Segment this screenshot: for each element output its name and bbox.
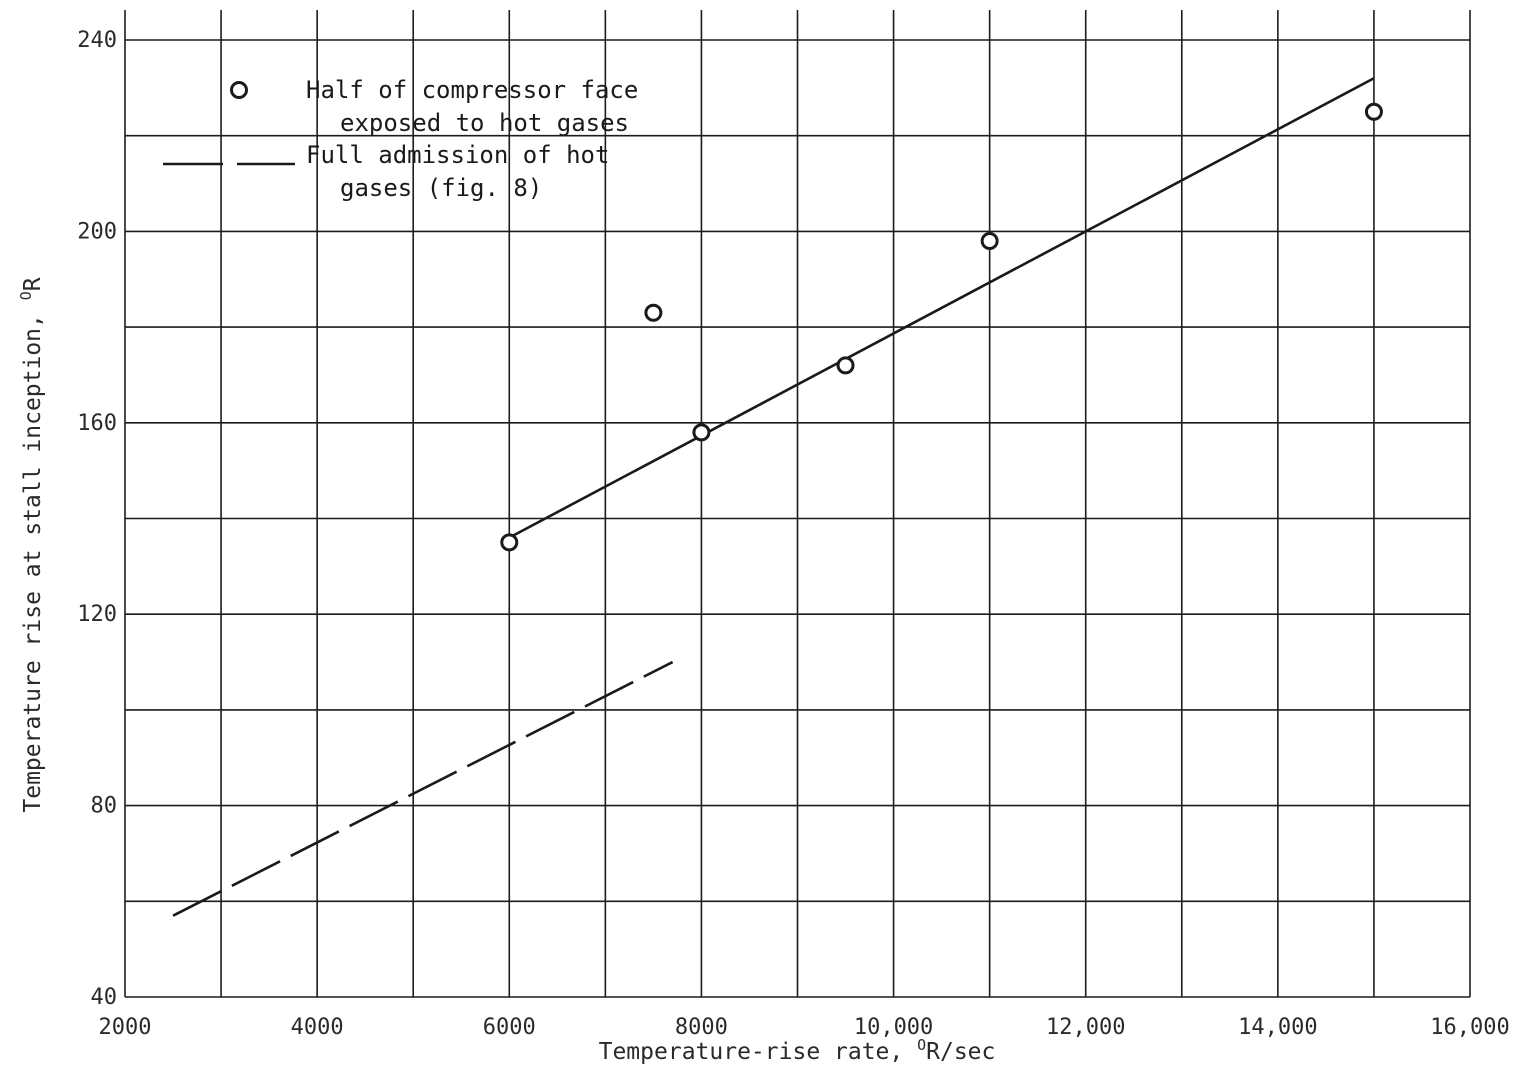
x-tick-label: 2000: [99, 1015, 152, 1040]
legend-circle-label-line1: Half of compressor face: [306, 76, 638, 104]
legend-circle-marker: [230, 81, 248, 99]
y-tick-label: 80: [91, 794, 118, 819]
dashed-line-full-admission: [172, 660, 674, 917]
data-point: [836, 356, 855, 375]
y-tick-label: 120: [77, 602, 117, 627]
data-point: [500, 533, 519, 552]
legend: Half of compressor face exposed to hot g…: [163, 76, 638, 202]
data-point: [644, 303, 663, 322]
y-tick-label: 40: [91, 985, 118, 1010]
x-tick-label: 16,000: [1430, 1015, 1509, 1040]
data-point: [980, 231, 999, 250]
legend-circle-label-line2: exposed to hot gases: [340, 109, 629, 137]
x-axis-label-degree: O: [917, 1036, 926, 1054]
y-axis-label-unit: R: [20, 277, 46, 291]
y-tick-label: 200: [77, 219, 117, 244]
x-tick-label: 14,000: [1238, 1015, 1317, 1040]
y-axis-label-degree: O: [17, 291, 35, 300]
tick-labels: 2000 4000 6000 8000 10,000 12,000 14,000 16,000…: [77, 28, 1509, 1040]
data-point: [1364, 102, 1383, 121]
series: [172, 77, 1383, 917]
y-tick-label: 240: [77, 28, 117, 53]
grid: [124, 10, 1471, 998]
x-tick-label: 6000: [483, 1015, 536, 1040]
legend-dash-label-line2: gases (fig. 8): [340, 174, 542, 202]
legend-dash-label-line1: Full admission of hot: [306, 141, 609, 169]
x-tick-label: 4000: [291, 1015, 344, 1040]
x-tick-label: 8000: [675, 1015, 728, 1040]
x-axis-label-unit: R/sec: [926, 1039, 995, 1065]
data-point: [692, 423, 711, 442]
x-axis-label-main: Temperature-rise rate,: [599, 1039, 918, 1065]
y-axis-label-main: Temperature rise at stall inception,: [20, 300, 46, 812]
y-tick-label: 160: [77, 411, 117, 436]
fit-line-half-face: [508, 77, 1375, 539]
y-axis-label: Temperature rise at stall inception, OR: [17, 277, 46, 812]
x-tick-label: 10,000: [854, 1015, 933, 1040]
x-tick-label: 12,000: [1046, 1015, 1125, 1040]
x-axis-label: Temperature-rise rate, OR/sec: [599, 1036, 996, 1065]
